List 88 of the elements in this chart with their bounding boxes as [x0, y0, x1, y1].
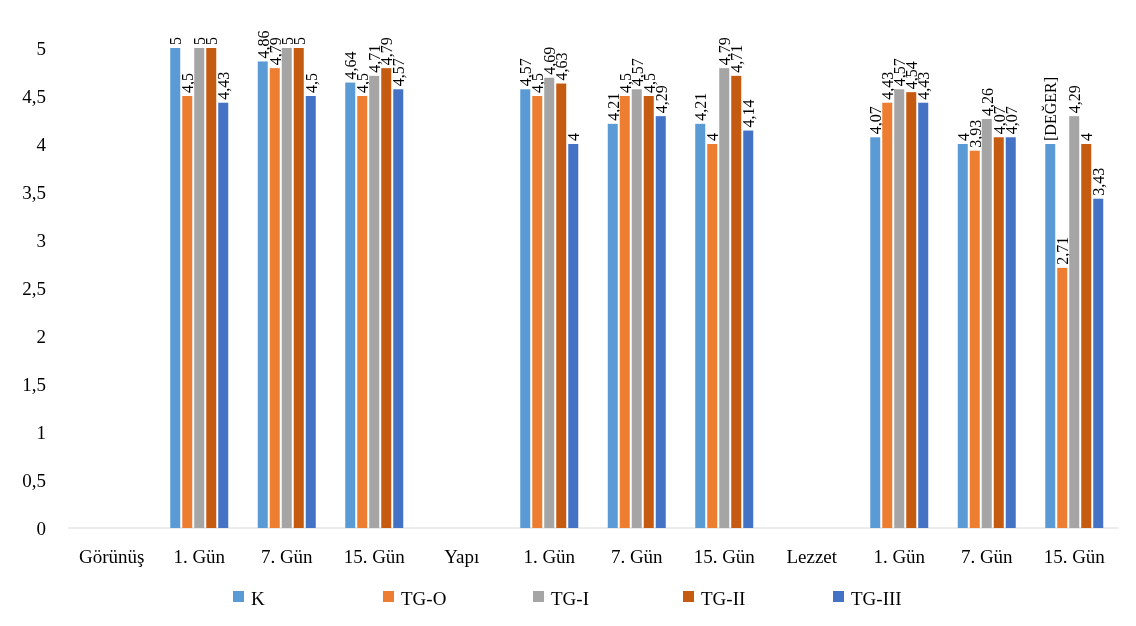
bar [870, 137, 881, 528]
y-tick-label: 1 [36, 421, 46, 443]
bar [568, 144, 579, 528]
data-label: 4,21 [604, 92, 622, 121]
data-label: 4,14 [740, 99, 758, 128]
bar [520, 89, 531, 528]
bar [619, 96, 630, 528]
bar [218, 102, 229, 528]
bar [655, 116, 666, 528]
x-tick-label: Görünüş [79, 546, 145, 567]
x-tick-label: 15. Gün [1043, 546, 1106, 567]
bar [544, 77, 555, 528]
data-label: 4,07 [867, 106, 885, 135]
bar [969, 150, 980, 528]
y-tick-label: 3 [36, 229, 46, 251]
bar [1005, 137, 1016, 528]
bar [906, 92, 917, 528]
x-tick-label: 7. Gün [610, 546, 664, 567]
bar [1093, 198, 1104, 528]
legend-label: TG-III [851, 587, 902, 609]
bar [981, 119, 992, 528]
bar [1081, 144, 1092, 528]
bar [532, 96, 543, 528]
y-tick-label: 3,5 [22, 181, 46, 203]
bar [882, 102, 893, 528]
bar [1069, 116, 1080, 528]
data-label: 4,43 [215, 71, 233, 100]
bar [369, 75, 380, 528]
bar [918, 102, 929, 528]
legend-label: TG-I [551, 587, 589, 609]
y-tick-label: 2 [36, 325, 46, 347]
y-tick-label: 0,5 [22, 469, 46, 491]
x-tick-label: 1. Gün [173, 546, 226, 567]
bar [305, 96, 316, 528]
data-label: 4 [565, 133, 583, 141]
y-tick-label: 1,5 [22, 373, 46, 395]
x-tick-label: Yapı [444, 546, 480, 567]
bar [556, 83, 567, 528]
bar [206, 48, 217, 528]
bar [257, 61, 268, 528]
bar [1045, 144, 1056, 528]
y-tick-label: 0 [36, 517, 46, 539]
data-label: 4,5 [179, 73, 197, 93]
data-label: 4 [1078, 133, 1096, 141]
x-tick-label: 1. Gün [873, 546, 926, 567]
bar [1057, 267, 1068, 528]
bar [957, 144, 968, 528]
bar [194, 48, 205, 528]
bar [269, 68, 280, 528]
data-label: 4,5 [302, 73, 320, 93]
data-label: 4 [704, 133, 722, 141]
bar [357, 96, 368, 528]
data-label: 3,43 [1090, 167, 1108, 196]
y-tick-label: 4 [36, 133, 47, 155]
bar [607, 123, 618, 528]
bar [393, 89, 404, 528]
x-tick-label: 7. Gün [260, 546, 314, 567]
bar [631, 89, 642, 528]
bar [281, 48, 292, 528]
y-tick-label: 2,5 [22, 277, 46, 299]
bar [293, 48, 304, 528]
bar [731, 75, 742, 528]
bar [743, 130, 754, 528]
legend-label: TG-O [401, 587, 447, 609]
bar [707, 144, 718, 528]
x-tick-label: 1. Gün [523, 546, 576, 567]
data-label: 2,71 [1054, 236, 1072, 265]
x-tick-label: Lezzet [786, 546, 838, 567]
data-label: 4,29 [1066, 85, 1084, 114]
x-tick-label: 15. Gün [343, 546, 406, 567]
y-tick-label: 5 [36, 37, 46, 59]
data-label: [DEĞER] [1041, 77, 1060, 141]
x-tick-label: 7. Gün [960, 546, 1014, 567]
bar [381, 68, 392, 528]
data-label: 4,21 [692, 92, 710, 121]
legend-label: TG-II [701, 587, 746, 609]
bar [719, 68, 730, 528]
data-label: 5 [167, 37, 185, 45]
bar [993, 137, 1004, 528]
bar [170, 48, 181, 528]
bar [643, 96, 654, 528]
bar [182, 96, 193, 528]
bar [894, 89, 905, 528]
x-tick-label: 15. Gün [693, 546, 756, 567]
legend-label: K [251, 587, 265, 609]
y-tick-label: 4,5 [22, 85, 46, 107]
bar [695, 123, 706, 528]
bar [345, 82, 356, 528]
